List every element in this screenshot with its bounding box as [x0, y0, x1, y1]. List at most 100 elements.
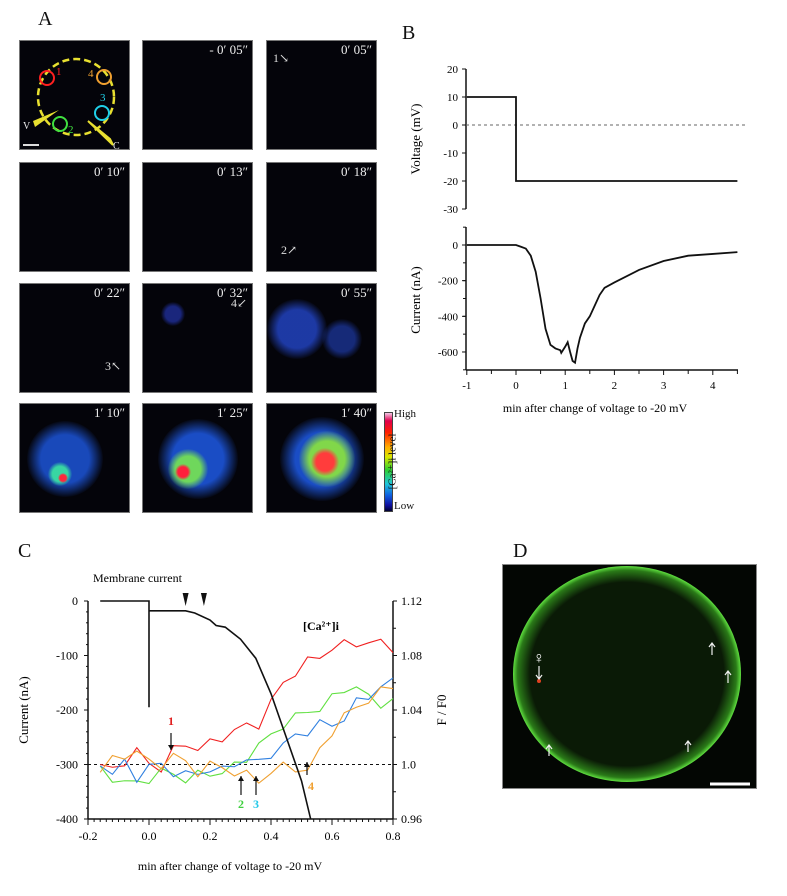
calcium-signal	[322, 319, 362, 359]
x-axis-label: min after change of voltage to -20 mV	[503, 401, 688, 415]
arrow-icon: ↖	[111, 359, 122, 373]
ratio-axis-label: F / F0	[434, 694, 449, 725]
x-tick-label: 2	[612, 380, 618, 392]
roi-2-label: 2	[68, 124, 74, 136]
y-tick-label: -400	[438, 311, 459, 323]
voltage-axis-label: Voltage (mV)	[408, 104, 423, 175]
female-symbol: ♀	[533, 650, 545, 667]
calcium-trace-roi-3	[99, 677, 394, 784]
y-tick-label: 0	[453, 120, 459, 132]
calcium-trace-roi-1	[100, 638, 394, 773]
roi-1-circle	[39, 70, 55, 86]
voltage-electrode-icon	[33, 110, 59, 127]
current-axis-label: Current (nA)	[408, 266, 423, 334]
arrowhead-marker	[182, 593, 189, 606]
calcium-image-frame: 0′ 18″ 2↗	[266, 162, 377, 272]
y-tick-label: -20	[443, 176, 458, 188]
arrowhead-icon	[238, 776, 244, 781]
panel-label-b: B	[402, 22, 416, 44]
x-tick-label: 0.6	[325, 829, 340, 843]
arrow-icon: ↗	[287, 243, 298, 257]
frame-timestamp: 0′ 10″	[93, 164, 125, 179]
arrowhead-marker	[200, 593, 207, 606]
oocyte-green-membrane	[513, 566, 741, 782]
onset-label: 4	[308, 779, 314, 793]
calcium-image-frame: 0′ 10″	[19, 162, 130, 272]
onset-arrow-note: 4↙	[231, 296, 247, 311]
y2-tick-label: 1.12	[401, 594, 422, 608]
roi-1-label: 1	[56, 66, 62, 78]
onset-label: 1	[168, 714, 174, 728]
onset-number: 3	[105, 359, 111, 373]
arrow-icon: ↙	[237, 296, 248, 310]
y2-tick-label: 0.96	[401, 812, 422, 826]
onset-number: 1	[273, 51, 279, 65]
y-tick-label: -100	[56, 649, 78, 663]
y2-tick-label: 1.04	[401, 703, 422, 717]
calcium-trace-roi-4	[99, 686, 394, 784]
panel-label-c: C	[18, 540, 32, 562]
onset-label: 2	[238, 797, 244, 811]
y-tick-label: 20	[447, 64, 459, 76]
frame-timestamp: - 0′ 05″	[209, 42, 248, 57]
x-tick-label: 0.2	[203, 829, 218, 843]
panel-label-a: A	[38, 8, 53, 30]
calcium-image-frame: 1′ 40″	[266, 403, 377, 513]
colorbar-low: Low	[394, 500, 415, 512]
calcium-signal	[311, 448, 339, 476]
x-tick-label: 3	[661, 380, 667, 392]
frame-timestamp: 0′ 18″	[340, 164, 372, 179]
schematic-tile: 1 4 3 2 V C	[19, 40, 130, 150]
confocal-image: ♀	[502, 564, 757, 789]
onset-number: 4	[231, 296, 237, 310]
calcium-image-frame: 0′ 22″ 3↖	[19, 283, 130, 393]
current-trace	[466, 244, 738, 365]
calcium-trace-roi-2	[99, 686, 394, 785]
x-tick-label: 4	[710, 380, 716, 392]
onset-arrow-note: 2↗	[281, 243, 297, 258]
frame-timestamp: 0′ 55″	[340, 285, 372, 300]
y-tick-label: -30	[443, 204, 458, 216]
colorbar	[384, 412, 393, 512]
y-tick-label: 0	[72, 594, 78, 608]
voltage-trace	[466, 96, 738, 182]
up-arrow-icon	[684, 740, 692, 752]
calcium-image-frame: - 0′ 05″	[142, 40, 253, 150]
onset-arrow-note: 1↘	[273, 51, 289, 66]
calcium-signal	[161, 302, 185, 326]
oocyte-schematic: 1 4 3 2 V C	[23, 57, 120, 150]
y-tick-label: -200	[56, 703, 78, 717]
x-tick-label: 0.0	[142, 829, 157, 843]
current-axis-label: Current (nA)	[16, 676, 31, 744]
frame-timestamp: 0′ 22″	[93, 285, 125, 300]
x-tick-label: -1	[462, 380, 471, 392]
y2-tick-label: 1.0	[401, 758, 416, 772]
calcium-signal	[175, 464, 191, 480]
x-tick-label: 0.8	[386, 829, 401, 843]
frame-timestamp: 0′ 32″	[216, 285, 248, 300]
roi-2-circle	[52, 116, 68, 132]
roi-4-circle	[96, 69, 112, 85]
current-electrode-label: C	[113, 141, 120, 150]
frame-timestamp: 1′ 10″	[93, 405, 125, 420]
calcium-image-frame: 0′ 13″	[142, 162, 253, 272]
calcium-image-frame: 1′ 25″	[142, 403, 253, 513]
calcium-image-frame: 1′ 10″	[19, 403, 130, 513]
arrowhead-icon	[168, 745, 174, 750]
membrane-current-trace	[100, 600, 312, 820]
up-arrow-icon	[545, 744, 553, 756]
up-arrow-icon	[724, 670, 732, 683]
current-electrode-icon	[87, 120, 114, 146]
roi-4-label: 4	[88, 68, 94, 80]
onset-arrow-note: 3↖	[105, 359, 121, 374]
arrowhead-icon	[253, 776, 259, 781]
y-tick-label: 0	[453, 240, 459, 252]
x-tick-label: 1	[562, 380, 568, 392]
panel-label-d: D	[513, 540, 528, 562]
y-tick-label: -10	[443, 148, 458, 160]
arrowhead-icon	[304, 762, 310, 767]
y2-tick-label: 1.08	[401, 649, 422, 663]
y-tick-label: 10	[447, 92, 459, 104]
voltage-electrode-label: V	[23, 121, 31, 132]
